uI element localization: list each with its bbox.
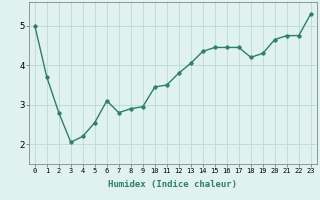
- X-axis label: Humidex (Indice chaleur): Humidex (Indice chaleur): [108, 180, 237, 189]
